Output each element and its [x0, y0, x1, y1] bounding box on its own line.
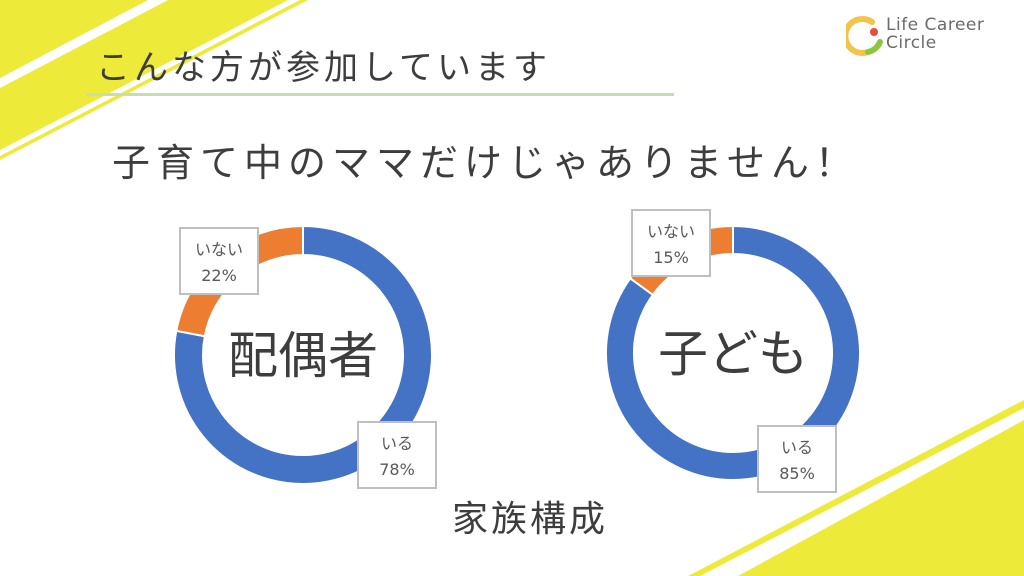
stripe-top-left-thin: [0, 0, 288, 150]
logo-text-line1: Life Career: [886, 15, 985, 35]
corner-stripe-top-left: [0, 0, 148, 78]
data-label-value: 22%: [201, 266, 237, 285]
data-label-box: [631, 209, 711, 277]
donut-center-label: 子ども: [658, 325, 808, 383]
data-label-category: いない: [647, 222, 695, 241]
data-label-box: [757, 425, 837, 493]
heading-underline: [86, 93, 674, 96]
stripe-top-left-line: [0, 0, 308, 160]
data-label-0: いる 78%: [357, 421, 437, 489]
data-label-1: いない 22%: [179, 227, 259, 295]
data-label-category: いる: [781, 438, 813, 457]
data-label-value: 85%: [779, 464, 815, 483]
chart-caption: 家族構成: [452, 499, 609, 540]
logo-circle-icon: [846, 15, 883, 56]
corner-stripe-bottom-right: [738, 420, 1024, 576]
data-label-value: 15%: [653, 248, 689, 267]
data-label-value: 78%: [379, 460, 415, 479]
data-label-box: [357, 421, 437, 489]
data-label-box: [179, 227, 259, 295]
donut-slice-0: [173, 224, 433, 485]
logo-text-line2: Circle: [886, 33, 937, 53]
stripe-bottom-right-line: [688, 400, 1024, 576]
donut-slice-0: [605, 224, 861, 481]
data-label-category: いない: [195, 240, 243, 259]
page-subheading: 子育て中のママだけじゃありません！: [112, 141, 859, 185]
donut-center-label: 配偶者: [228, 327, 378, 385]
brand-logo: Life Career Circle: [846, 12, 1024, 62]
data-label-category: いる: [381, 434, 413, 453]
page-heading: こんな方が参加しています: [96, 48, 551, 88]
data-label-0: いる 85%: [757, 425, 837, 493]
data-label-1: いない 15%: [631, 209, 711, 277]
